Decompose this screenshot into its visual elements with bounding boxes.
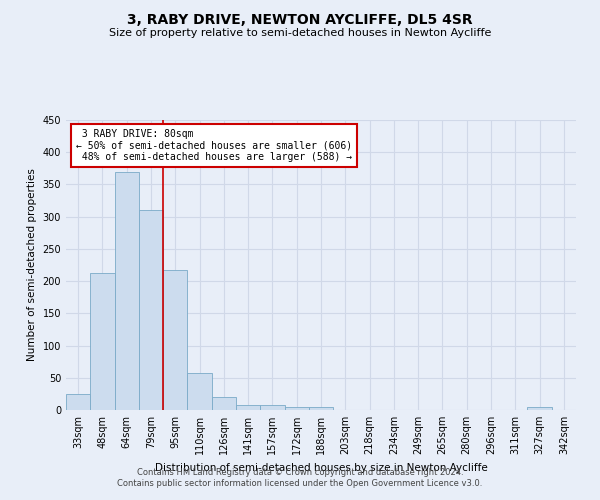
Y-axis label: Number of semi-detached properties: Number of semi-detached properties: [27, 168, 37, 362]
Bar: [309, 408, 333, 410]
Bar: [284, 407, 309, 410]
Bar: [236, 405, 260, 410]
Text: Contains HM Land Registry data © Crown copyright and database right 2024.
Contai: Contains HM Land Registry data © Crown c…: [118, 468, 482, 487]
Bar: [115, 172, 139, 410]
Text: 3 RABY DRIVE: 80sqm
← 50% of semi-detached houses are smaller (606)
 48% of semi: 3 RABY DRIVE: 80sqm ← 50% of semi-detach…: [76, 128, 352, 162]
Text: 3, RABY DRIVE, NEWTON AYCLIFFE, DL5 4SR: 3, RABY DRIVE, NEWTON AYCLIFFE, DL5 4SR: [127, 12, 473, 26]
Bar: [90, 274, 115, 410]
Bar: [212, 397, 236, 410]
Bar: [260, 406, 284, 410]
Bar: [66, 394, 90, 410]
Bar: [139, 210, 163, 410]
Bar: [163, 270, 187, 410]
Text: Size of property relative to semi-detached houses in Newton Aycliffe: Size of property relative to semi-detach…: [109, 28, 491, 38]
Bar: [187, 374, 212, 410]
X-axis label: Distribution of semi-detached houses by size in Newton Aycliffe: Distribution of semi-detached houses by …: [155, 462, 487, 472]
Bar: [527, 407, 552, 410]
